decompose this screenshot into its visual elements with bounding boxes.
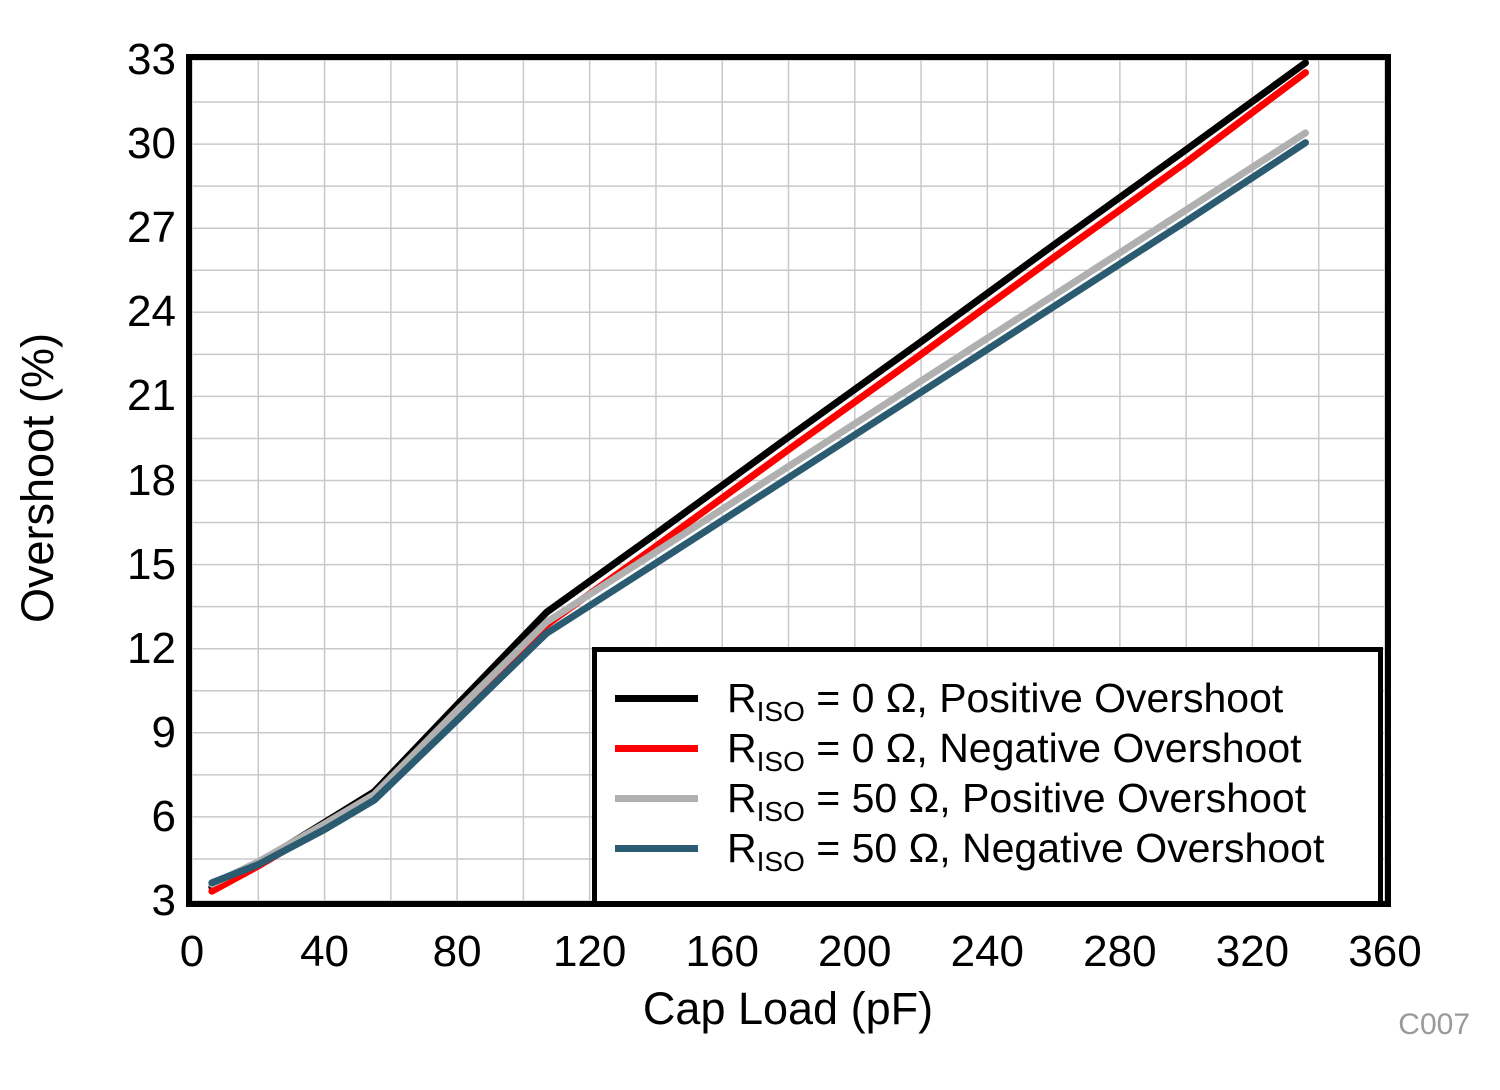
x-tick-label: 320 bbox=[1215, 927, 1290, 976]
legend-item: RISO = 0 Ω, Positive Overshoot bbox=[597, 673, 1378, 727]
data-line-series-2 bbox=[208, 129, 1309, 888]
legend-label: RISO = 50 Ω, Negative Overshoot bbox=[727, 825, 1325, 877]
y-tick-label: 9 bbox=[151, 707, 176, 757]
x-tick-label: 0 bbox=[179, 927, 205, 976]
x-axis-title: Cap Load (pF) bbox=[642, 983, 934, 1034]
y-tick-label: 30 bbox=[127, 119, 176, 169]
x-tick-label: 360 bbox=[1348, 927, 1422, 976]
x-tick-label: 160 bbox=[685, 927, 759, 976]
y-tick-label: 18 bbox=[127, 455, 176, 505]
legend: RISO = 0 Ω, Positive Overshoot RISO = 0 … bbox=[592, 647, 1383, 906]
y-tick-label: 6 bbox=[151, 791, 176, 841]
legend-item: RISO = 0 Ω, Negative Overshoot bbox=[597, 723, 1378, 777]
x-tick-label: 240 bbox=[950, 927, 1025, 976]
y-tick-label: 21 bbox=[127, 371, 176, 421]
y-tick-label: 33 bbox=[127, 35, 176, 84]
legend-item: RISO = 50 Ω, Negative Overshoot bbox=[597, 823, 1378, 877]
legend-label: RISO = 50 Ω, Positive Overshoot bbox=[727, 775, 1307, 827]
figure-code-watermark: C007 bbox=[1398, 1008, 1470, 1041]
legend-line-swatch bbox=[615, 694, 698, 702]
y-tick-label: 15 bbox=[127, 539, 176, 589]
x-tick-label: 280 bbox=[1083, 927, 1157, 976]
y-tick-label: 24 bbox=[127, 287, 176, 337]
x-tick-label: 200 bbox=[818, 927, 892, 976]
legend-label: RISO = 0 Ω, Positive Overshoot bbox=[727, 675, 1284, 727]
legend-line-swatch bbox=[615, 844, 698, 852]
legend-label: RISO = 0 Ω, Negative Overshoot bbox=[727, 725, 1302, 777]
legend-line-swatch bbox=[615, 794, 698, 802]
legend-line-swatch bbox=[615, 744, 698, 752]
x-tick-label: 80 bbox=[432, 927, 482, 976]
data-line-series-3 bbox=[208, 139, 1309, 887]
y-tick-label: 12 bbox=[127, 623, 176, 673]
x-tick-label: 120 bbox=[552, 927, 627, 976]
legend-item: RISO = 50 Ω, Positive Overshoot bbox=[597, 773, 1378, 827]
y-tick-label: 3 bbox=[151, 876, 176, 925]
y-tick-label: 27 bbox=[127, 203, 176, 253]
x-tick-label: 40 bbox=[300, 927, 350, 976]
